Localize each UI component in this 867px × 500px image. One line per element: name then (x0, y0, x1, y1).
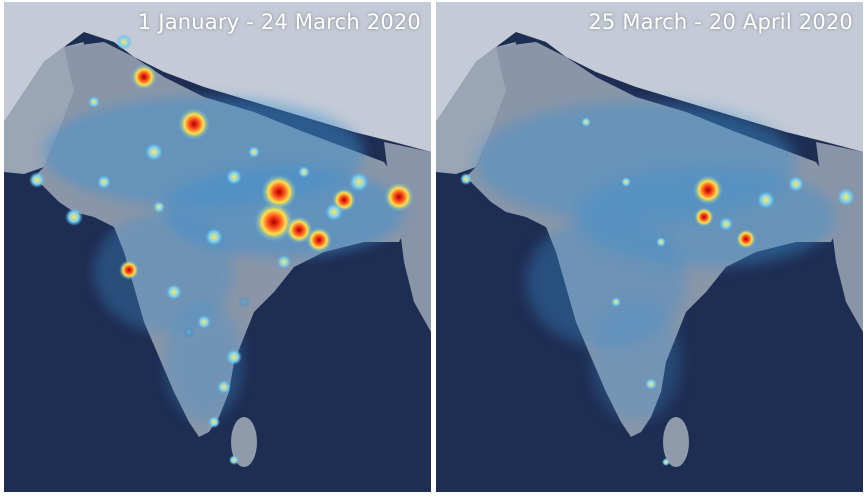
west-land (436, 42, 516, 174)
panel-caption-after: 25 March - 20 April 2020 (588, 10, 853, 34)
panel-caption-before: 1 January - 24 March 2020 (137, 10, 421, 34)
map-before (4, 2, 431, 492)
mountain-region (436, 2, 863, 152)
emission-hotspots (460, 117, 855, 466)
sri-lanka (663, 417, 689, 467)
sri-lanka (231, 417, 257, 467)
emission-hotspots (29, 34, 414, 465)
map-panel-before: 1 January - 24 March 2020 (4, 2, 431, 492)
mountain-region (4, 2, 431, 152)
map-panel-after: 25 March - 20 April 2020 (436, 2, 863, 492)
west-land (4, 42, 84, 174)
map-after (436, 2, 863, 492)
